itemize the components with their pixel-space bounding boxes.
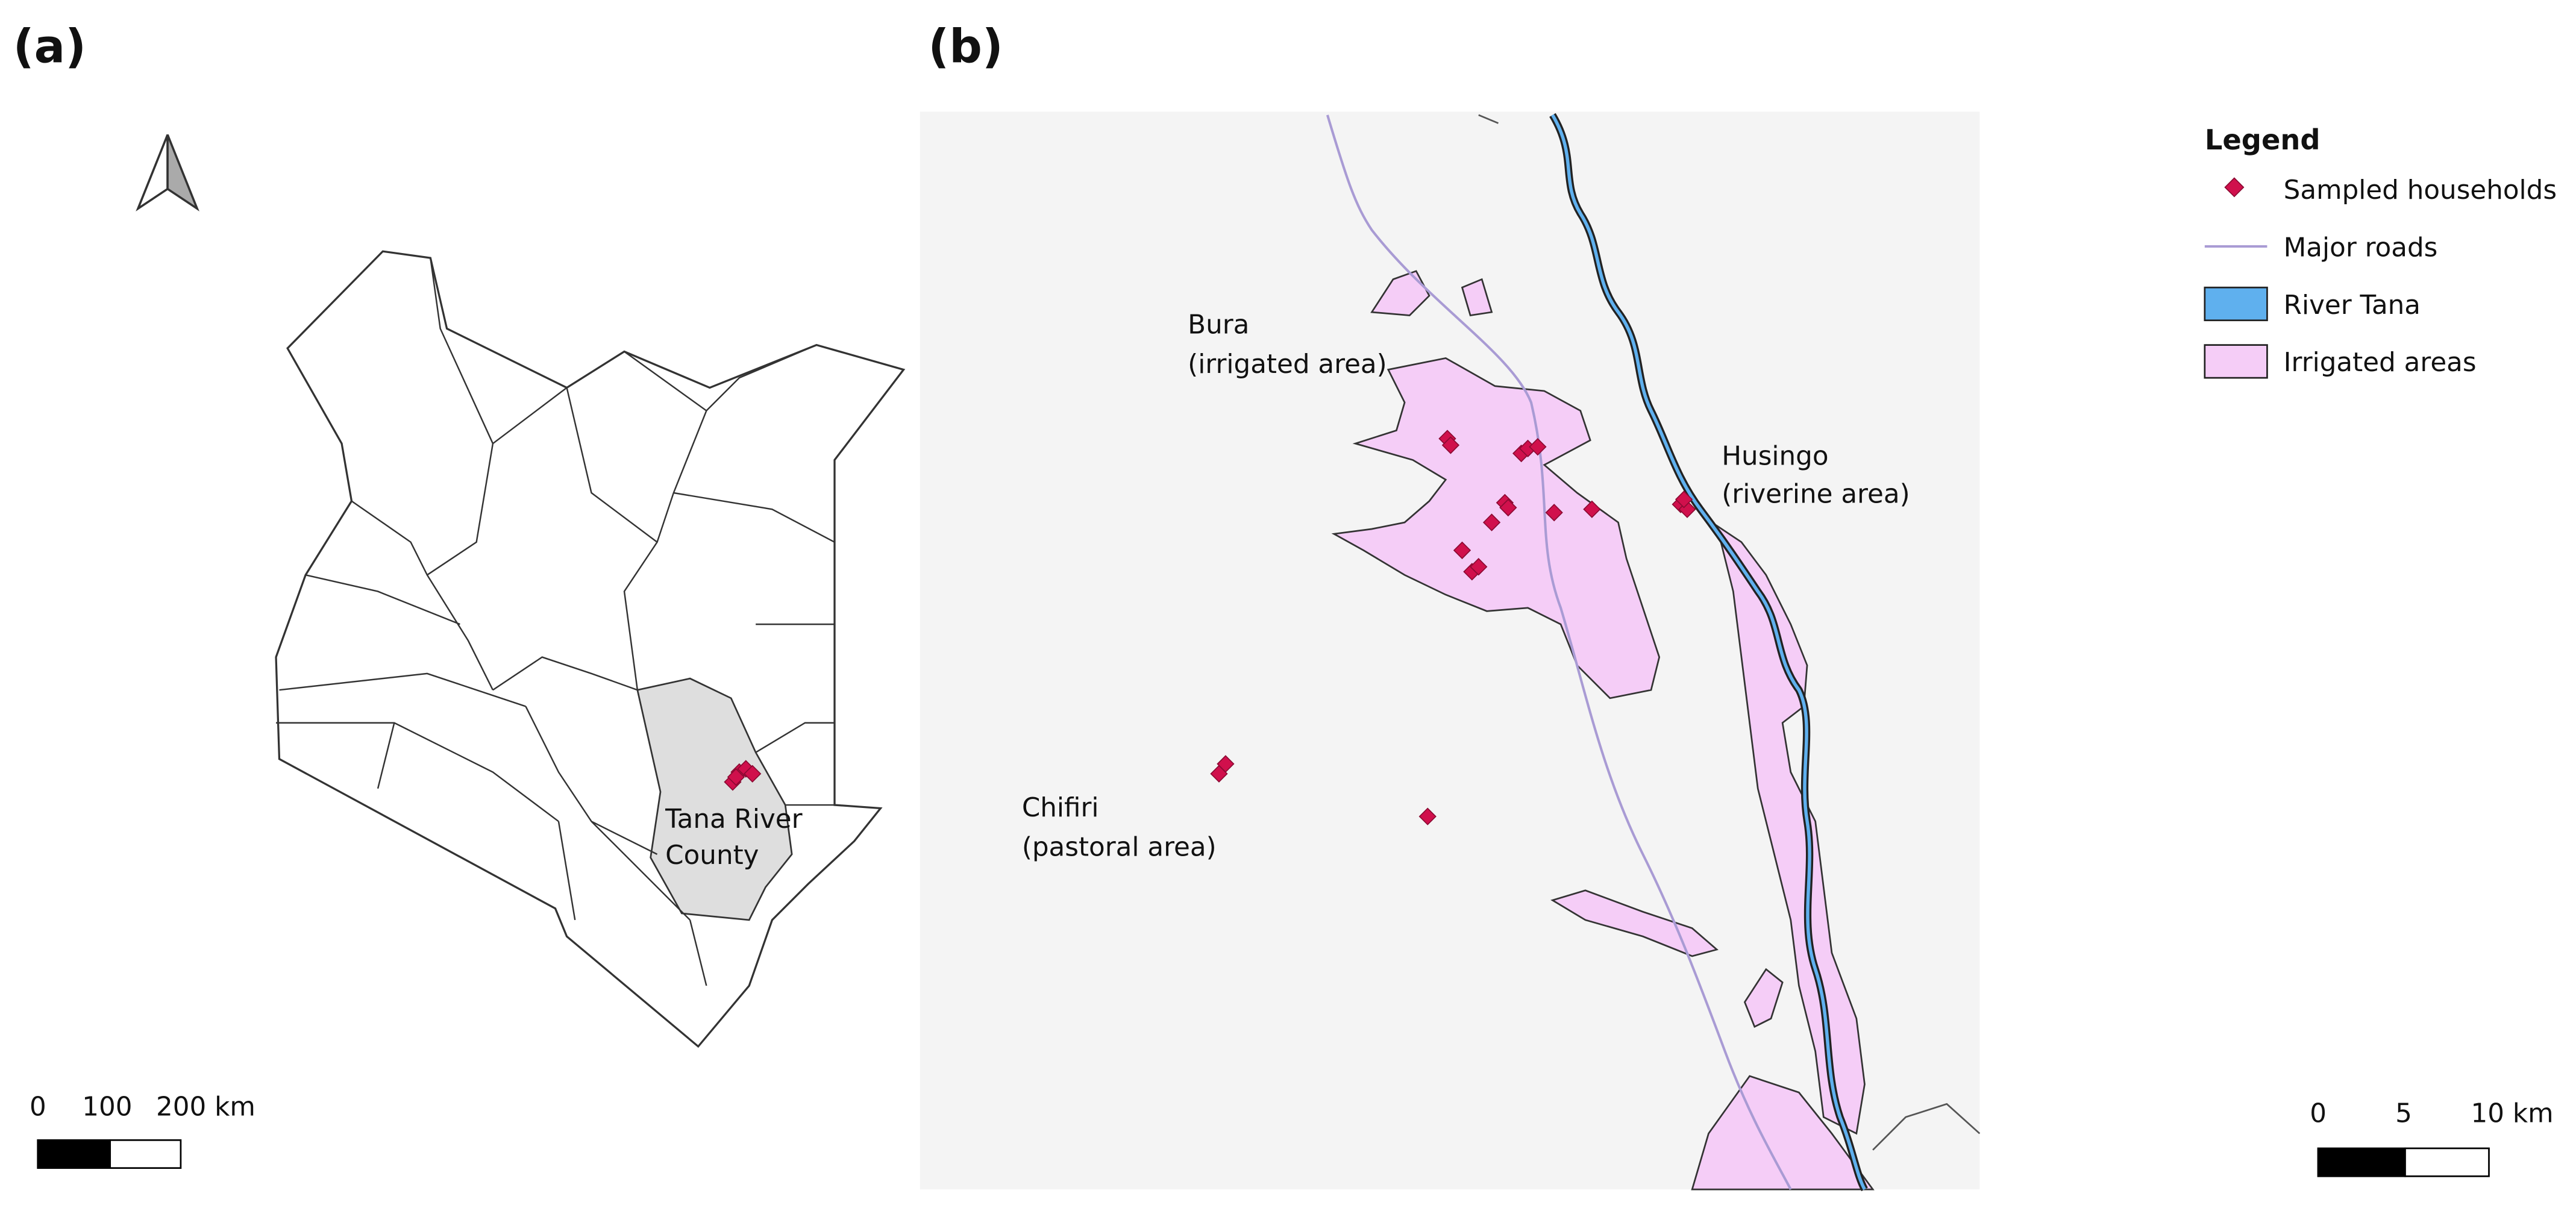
- household-marker: [1499, 498, 1517, 517]
- household-markers: [724, 760, 762, 791]
- place-label: (pastoral area): [1022, 833, 1217, 863]
- household-marker: [1418, 807, 1437, 825]
- legend-symbol: [2224, 177, 2245, 198]
- irrigated-area: [1715, 524, 1866, 1135]
- irrigated-area: [1550, 889, 1719, 957]
- household-marker: [1453, 541, 1471, 560]
- scale-label: 0: [30, 1092, 46, 1122]
- county-label: Tana River: [665, 804, 802, 834]
- boundary: [755, 722, 835, 806]
- legend-title: Legend: [2205, 124, 2321, 156]
- panel-label: (a): [13, 20, 86, 74]
- panel-b: (b) Bura (irrigated area) Husingo (river…: [920, 20, 2554, 1192]
- household-marker: [1545, 504, 1563, 522]
- legend-label: Major roads: [2284, 233, 2438, 263]
- irrigated-area: [1461, 278, 1493, 317]
- place-label: Bura: [1188, 310, 1249, 340]
- north-arrow-right: [166, 134, 199, 211]
- panel-label: (b): [928, 20, 1003, 74]
- north-arrow-left: [136, 134, 169, 211]
- irrigated-area: [1743, 968, 1784, 1028]
- scale-label: 100: [82, 1092, 132, 1122]
- boundary: [673, 344, 835, 625]
- scale-label: 10 km: [2471, 1098, 2554, 1128]
- household-marker: [727, 768, 745, 786]
- scale-segment: [37, 1139, 111, 1169]
- scale-bar: 0 5 10 km: [2310, 1098, 2554, 1177]
- household-marker: [1470, 558, 1488, 576]
- place-label: (irrigated area): [1188, 349, 1387, 380]
- place-label: Husingo: [1722, 442, 1828, 472]
- household-marker: [744, 765, 762, 783]
- river-tana: [1551, 114, 1866, 1191]
- legend: Legend Sampled households Major roads Ri…: [2204, 124, 2557, 379]
- kenya-outline: [275, 250, 906, 1048]
- legend-label: Irrigated areas: [2284, 348, 2477, 378]
- legend-label: Sampled households: [2284, 175, 2557, 205]
- boundary: [427, 257, 494, 576]
- irrigated-area: [1331, 357, 1661, 700]
- household-marker: [1217, 755, 1235, 773]
- place-label: (riverine area): [1722, 479, 1910, 509]
- boundary: [1478, 114, 1499, 124]
- household-marker: [1482, 513, 1501, 531]
- legend-label: River Tana: [2284, 290, 2421, 321]
- irrigated-area: [1691, 1075, 1875, 1191]
- north-arrow: [136, 134, 199, 211]
- legend-symbol: [2204, 286, 2268, 322]
- boundary: [492, 656, 707, 986]
- panel-a: (a) Tana River County 0 100 200 km: [13, 20, 906, 1169]
- county-boundaries: [276, 257, 835, 986]
- scale-segment: [2317, 1147, 2406, 1177]
- scale-segment: [2404, 1147, 2490, 1177]
- place-label: Chifiri: [1022, 793, 1099, 823]
- boundary: [1872, 1103, 1981, 1151]
- scale-bar: 0 100 200 km: [30, 1092, 255, 1169]
- household-marker: [1529, 437, 1547, 456]
- irrigated-area: [1370, 270, 1431, 316]
- scale-label: 5: [2395, 1098, 2412, 1128]
- boundary: [276, 500, 559, 822]
- scale-label: 200 km: [156, 1092, 255, 1122]
- irrigated-areas: [1331, 270, 1875, 1191]
- map-background: [920, 111, 1980, 1190]
- county-label: County: [665, 840, 759, 871]
- household-markers: [1210, 430, 1696, 825]
- household-marker: [1675, 490, 1693, 509]
- tana-river-county: [636, 677, 793, 921]
- legend-symbol: [2204, 344, 2268, 379]
- household-marker: [1583, 500, 1601, 518]
- boundary: [492, 351, 707, 690]
- major-road: [1326, 114, 1792, 1191]
- scale-segment: [109, 1139, 182, 1169]
- household-marker: [1441, 436, 1460, 454]
- scale-label: 0: [2310, 1098, 2327, 1128]
